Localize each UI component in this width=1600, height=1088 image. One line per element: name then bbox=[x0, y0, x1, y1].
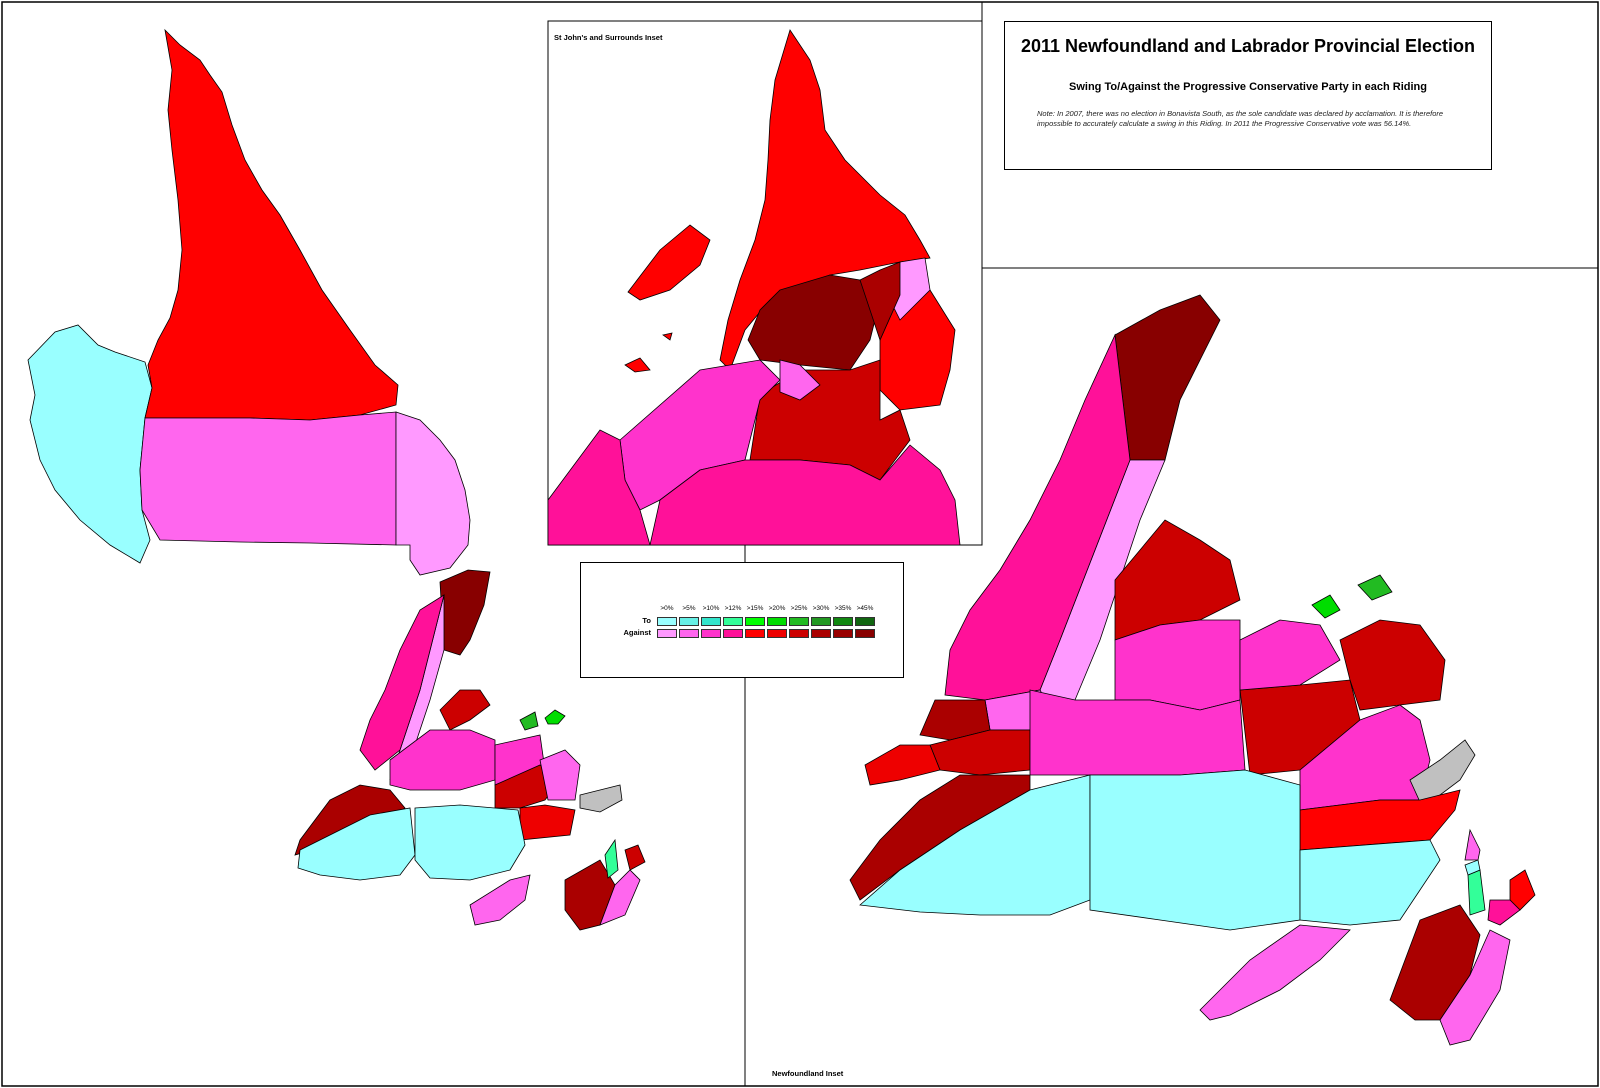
newfoundland-inset-map bbox=[849, 294, 1536, 1046]
legend-threshold-1: >5% bbox=[682, 605, 696, 612]
inset-riding-harbour-main bbox=[547, 429, 651, 546]
legend-to-label: To bbox=[642, 616, 651, 625]
nf-riding-twillingate bbox=[1311, 594, 1341, 619]
map-subtitle: Swing To/Against the Progressive Conserv… bbox=[1069, 81, 1427, 93]
legend-threshold-6: >25% bbox=[790, 605, 808, 612]
inset-riding-mount-pearl bbox=[779, 359, 821, 401]
legend-against-swatch-8 bbox=[833, 629, 853, 638]
st-johns-inset-map bbox=[547, 29, 961, 546]
legend-threshold-0: >0% bbox=[660, 605, 674, 612]
legend-to-swatch-7 bbox=[811, 617, 831, 626]
riding-cartwright-lanse-au-clair bbox=[395, 411, 471, 576]
nf-riding-lewisporte bbox=[1239, 619, 1341, 691]
riding-humber-valley-west bbox=[359, 594, 445, 771]
riding-grand-bank bbox=[469, 874, 531, 926]
riding-terra-nova bbox=[519, 711, 539, 731]
legend: >0% >5% >10% >12% >15% >20% >25% >30% >35% >45% T… bbox=[580, 562, 904, 678]
legend-against-swatch-2 bbox=[701, 629, 721, 638]
riding-grand-falls-windsor bbox=[539, 749, 581, 801]
nf-riding-harbour-grace bbox=[1464, 859, 1481, 876]
nf-riding-burin bbox=[1199, 924, 1351, 1021]
nf-riding-windsor-lake bbox=[1029, 689, 1246, 776]
inset-riding-st-johns-north bbox=[859, 261, 901, 342]
legend-threshold-5: >20% bbox=[768, 605, 786, 612]
legend-threshold-7: >30% bbox=[812, 605, 830, 612]
legend-against-swatch-7 bbox=[811, 629, 831, 638]
nf-riding-humber-west bbox=[864, 744, 941, 786]
riding-gander bbox=[519, 804, 576, 841]
province-map bbox=[27, 28, 646, 931]
riding-carbonear bbox=[604, 838, 619, 879]
nf-riding-humber-valley bbox=[944, 333, 1131, 701]
legend-to-swatch-2 bbox=[701, 617, 721, 626]
nf-riding-gander bbox=[1339, 619, 1446, 711]
inset-riding-port-de-grave bbox=[649, 444, 961, 546]
nf-riding-placentia bbox=[1389, 904, 1481, 1021]
nf-riding-green-bay bbox=[1114, 619, 1241, 711]
legend-threshold-4: >15% bbox=[746, 605, 764, 612]
legend-against-swatch-9 bbox=[855, 629, 875, 638]
riding-st-barbe bbox=[439, 569, 491, 656]
inset-small-island-b bbox=[662, 332, 673, 341]
inset-bell-island bbox=[627, 224, 711, 301]
nf-riding-ferryland bbox=[1439, 929, 1511, 1046]
inset-small-island-a bbox=[624, 357, 651, 373]
legend-against-swatch-6 bbox=[789, 629, 809, 638]
legend-to-swatch-4 bbox=[745, 617, 765, 626]
riding-burgeo-la-poile bbox=[297, 807, 416, 881]
title-box: 2011 Newfoundland and Labrador Provincia… bbox=[1004, 21, 1492, 170]
map-title: 2011 Newfoundland and Labrador Provincia… bbox=[1020, 36, 1476, 56]
legend-against-swatch-0 bbox=[657, 629, 677, 638]
legend-to-swatch-3 bbox=[723, 617, 743, 626]
riding-ferryland bbox=[599, 869, 641, 926]
legend-to-swatch-6 bbox=[789, 617, 809, 626]
legend-to-swatch-1 bbox=[679, 617, 699, 626]
legend-threshold-9: >45% bbox=[856, 605, 874, 612]
nf-riding-fogo-island bbox=[1357, 574, 1393, 601]
st-johns-inset-label: St John's and Surrounds Inset bbox=[554, 33, 663, 42]
legend-threshold-2: >10% bbox=[702, 605, 720, 612]
riding-torngat-mountains bbox=[144, 28, 399, 421]
nf-riding-port-de-grave bbox=[1487, 899, 1521, 926]
riding-twillingate-fogo bbox=[544, 709, 566, 725]
riding-baie-verte-springdale bbox=[439, 689, 491, 731]
map-note: Note: In 2007, there was no election in … bbox=[1037, 109, 1444, 128]
newfoundland-inset-label: Newfoundland Inset bbox=[772, 1069, 844, 1078]
legend-threshold-3: >12% bbox=[724, 605, 742, 612]
legend-to-swatch-5 bbox=[767, 617, 787, 626]
nf-riding-carbonear bbox=[1467, 869, 1486, 916]
legend-against-label: Against bbox=[623, 628, 651, 637]
nf-riding-trinity-north bbox=[1464, 828, 1481, 861]
nf-riding-humber-west-coast bbox=[849, 774, 1031, 901]
legend-against-swatch-3 bbox=[723, 629, 743, 638]
legend-threshold-8: >35% bbox=[834, 605, 852, 612]
nf-riding-st-barbe bbox=[1114, 294, 1221, 461]
nf-riding-fortune-bay bbox=[1089, 769, 1301, 931]
legend-to-swatch-0 bbox=[657, 617, 677, 626]
riding-lake-melville bbox=[139, 411, 397, 546]
riding-labrador-west bbox=[27, 324, 153, 564]
inset-riding-conception-bay-east bbox=[879, 289, 956, 411]
legend-to-swatch-9 bbox=[855, 617, 875, 626]
riding-fortune-bay-cape-la-hune bbox=[414, 804, 526, 881]
legend-against-swatch-5 bbox=[767, 629, 787, 638]
legend-to-swatch-8 bbox=[833, 617, 853, 626]
nf-riding-st-johns bbox=[1509, 869, 1536, 911]
riding-st-johns-area bbox=[624, 844, 646, 871]
legend-against-swatch-4 bbox=[745, 629, 765, 638]
riding-bonavista-south bbox=[579, 784, 623, 813]
legend-against-swatch-1 bbox=[679, 629, 699, 638]
nf-riding-grand-bank bbox=[1299, 839, 1441, 926]
